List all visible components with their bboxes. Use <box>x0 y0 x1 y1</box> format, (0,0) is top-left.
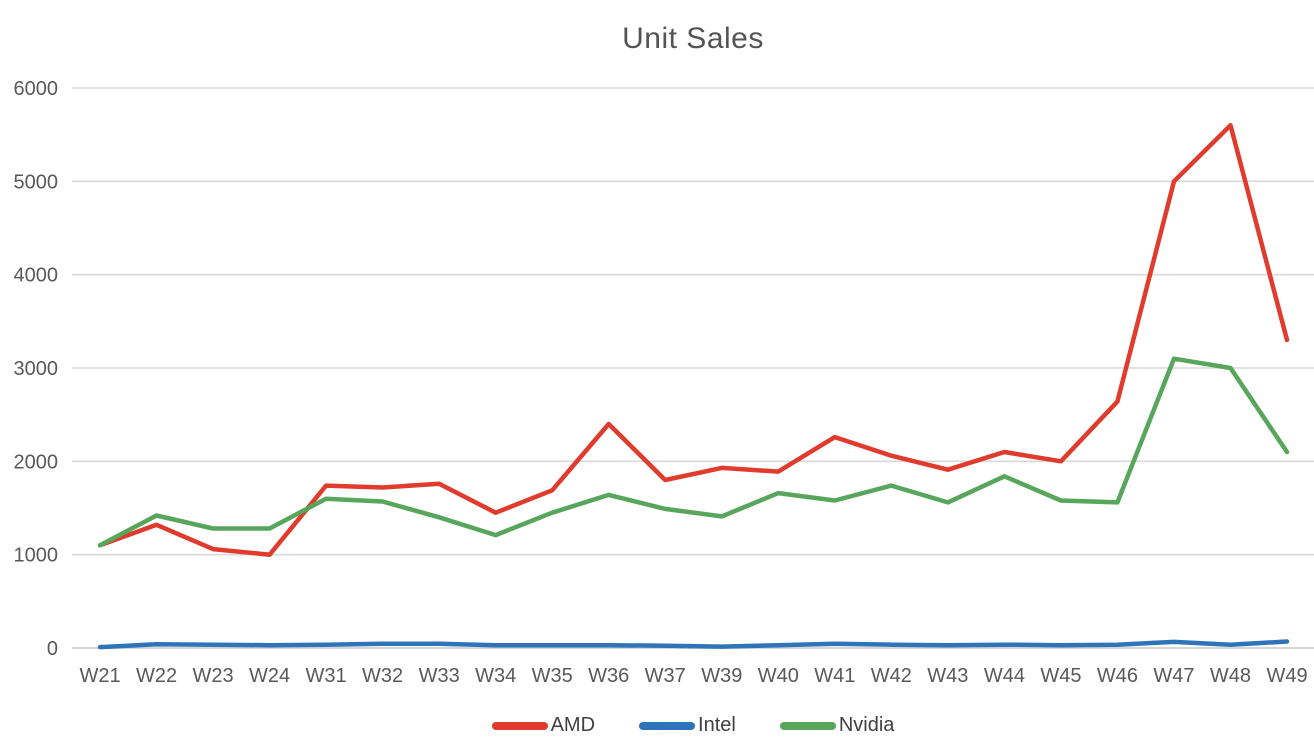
gridlines <box>72 87 1314 649</box>
legend-label: Nvidia <box>838 714 895 736</box>
x-axis-tick-label: W23 <box>192 665 233 687</box>
legend-item-amd: AMD <box>491 714 596 737</box>
x-axis-tick-label: W31 <box>306 665 347 687</box>
x-axis-tick-label: W44 <box>984 665 1025 687</box>
x-axis-tick-label: W32 <box>362 665 403 687</box>
x-axis-tick-label: W40 <box>758 665 799 687</box>
legend: AMD Intel Nvidia <box>72 714 1314 737</box>
y-axis-tick-label: 6000 <box>14 78 59 100</box>
series-lines <box>97 123 1290 650</box>
x-axis-tick-label: W42 <box>871 665 912 687</box>
series-line-amd <box>97 123 1290 557</box>
x-axis-tick-label: W48 <box>1210 665 1251 687</box>
series-line-intel <box>97 639 1290 650</box>
y-axis-tick-label: 3000 <box>14 358 59 380</box>
x-axis-tick-label: W22 <box>136 665 177 687</box>
x-axis-tick-label: W35 <box>532 665 573 687</box>
x-axis-tick-label: W45 <box>1040 665 1081 687</box>
y-axis-tick-label: 0 <box>47 638 58 660</box>
x-axis-tick-label: W37 <box>645 665 686 687</box>
legend-swatch-nvidia <box>779 721 836 730</box>
x-axis-tick-label: W21 <box>79 665 120 687</box>
y-axis-tick-label: 2000 <box>14 451 59 473</box>
legend-item-nvidia: Nvidia <box>779 714 895 737</box>
y-axis-tick-label: 4000 <box>14 265 59 287</box>
legend-label: AMD <box>550 714 596 736</box>
chart-title: Unit Sales <box>622 22 764 55</box>
legend-item-intel: Intel <box>639 714 736 737</box>
x-axis-tick-label: W43 <box>927 665 968 687</box>
x-axis-tick-label: W24 <box>249 665 290 687</box>
x-axis-tick-label: W39 <box>701 665 742 687</box>
legend-label: Intel <box>698 714 736 736</box>
y-axis-tick-label: 5000 <box>14 171 59 193</box>
x-axis-tick-label: W34 <box>475 665 516 687</box>
x-axis-tick-label: W33 <box>419 665 460 687</box>
legend-swatch-amd <box>491 721 548 730</box>
x-axis-tick-label: W36 <box>588 665 629 687</box>
y-axis: 0 1000 2000 3000 4000 5000 6000 <box>14 78 59 660</box>
x-axis-tick-label: W49 <box>1266 665 1307 687</box>
x-axis-tick-label: W41 <box>814 665 855 687</box>
x-axis-tick-label: W47 <box>1153 665 1194 687</box>
legend-swatch-intel <box>639 721 696 730</box>
x-axis: W21 W22 W23 W24 W31 W32 W33 W34 W35 W36 W37 W39 W40 W… <box>79 665 1307 687</box>
y-axis-tick-label: 1000 <box>14 545 59 567</box>
x-axis-tick-label: W46 <box>1097 665 1138 687</box>
series-line-nvidia <box>97 356 1290 548</box>
